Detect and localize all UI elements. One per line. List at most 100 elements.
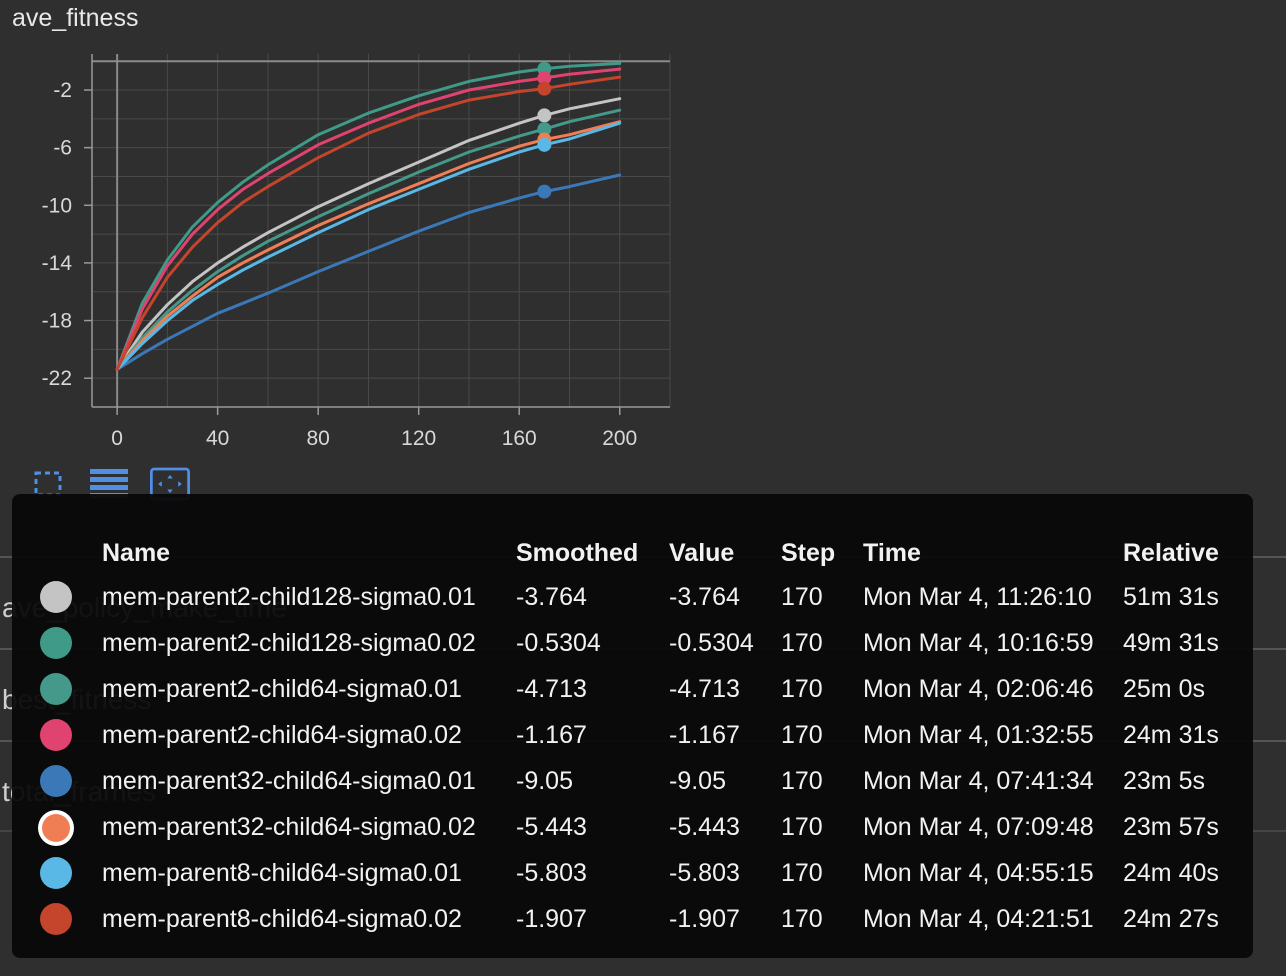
run-time: Mon Mar 4, 04:55:15	[863, 858, 1094, 887]
x-tick-label: 0	[111, 427, 123, 450]
series-line-4	[115, 173, 622, 371]
header-relative: Relative	[1123, 538, 1219, 567]
header-step: Step	[781, 538, 836, 567]
run-color-cell	[32, 574, 102, 620]
run-smoothed: -1.167	[516, 720, 587, 749]
table-row: mem-parent2-child128-sigma0.02 -0.5304 -0.…	[32, 620, 1253, 666]
x-tick-label: 80	[306, 427, 329, 450]
series-line-6	[115, 121, 622, 371]
run-step: 170	[781, 674, 823, 703]
run-name: mem-parent8-child64-sigma0.01	[102, 858, 462, 887]
run-time: Mon Mar 4, 11:26:10	[863, 582, 1092, 611]
table-row: mem-parent2-child64-sigma0.01 -4.713 -4.71…	[32, 666, 1253, 712]
run-value: -9.05	[669, 766, 726, 795]
run-name: mem-parent2-child128-sigma0.01	[102, 582, 476, 611]
y-tick-label: -10	[42, 194, 72, 217]
header-value: Value	[669, 538, 735, 567]
run-color-swatch	[40, 627, 72, 659]
series-point-2	[537, 122, 552, 137]
chart-tooltip: Name Smoothed Value Step Time Relative m…	[12, 494, 1253, 958]
run-smoothed: -5.803	[516, 858, 587, 887]
run-smoothed: -5.443	[516, 812, 587, 841]
run-smoothed: -9.05	[516, 766, 573, 795]
run-time: Mon Mar 4, 07:09:48	[863, 812, 1094, 841]
table-row: mem-parent8-child64-sigma0.02 -1.907 -1.90…	[32, 896, 1253, 942]
header-time: Time	[863, 538, 921, 567]
series-line-2	[115, 108, 622, 371]
run-color-swatch	[42, 813, 70, 842]
run-color-swatch	[40, 673, 72, 705]
series-point-6	[537, 137, 552, 152]
run-color-swatch	[40, 857, 72, 889]
ave-fitness-chart[interactable]: 0 40 80 120 160 200 -2 -6 -10 -14 -18 -22	[0, 40, 700, 460]
run-name: mem-parent8-child64-sigma0.02	[102, 904, 462, 933]
run-color-swatch	[40, 903, 72, 935]
series-point-0	[537, 108, 552, 123]
run-value: -4.713	[669, 674, 740, 703]
run-step: 170	[781, 582, 823, 611]
header-name: Name	[102, 538, 171, 567]
series-line-3	[115, 67, 622, 371]
run-value: -5.803	[669, 858, 740, 887]
run-relative: 51m 31s	[1123, 582, 1219, 611]
run-relative: 24m 27s	[1123, 904, 1219, 933]
y-tick-label: -18	[42, 310, 72, 333]
run-step: 170	[781, 766, 823, 795]
table-row: mem-parent32-child64-sigma0.02 -5.443 -5.4…	[32, 804, 1253, 850]
y-tick-label: -6	[53, 137, 72, 160]
run-smoothed: -1.907	[516, 904, 587, 933]
run-color-swatch	[40, 581, 72, 613]
y-tick-label: -2	[53, 79, 72, 102]
run-color-swatch	[40, 719, 72, 751]
run-relative: 24m 31s	[1123, 720, 1219, 749]
run-color-cell	[32, 758, 102, 804]
run-time: Mon Mar 4, 01:32:55	[863, 720, 1094, 749]
run-name: mem-parent2-child64-sigma0.02	[102, 720, 462, 749]
run-time: Mon Mar 4, 10:16:59	[863, 628, 1094, 657]
run-value: -5.443	[669, 812, 740, 841]
table-row: mem-parent2-child128-sigma0.01 -3.764 -3.7…	[32, 574, 1253, 620]
run-value: -3.764	[669, 582, 740, 611]
run-relative: 23m 57s	[1123, 812, 1219, 841]
series-line-0	[115, 97, 622, 371]
run-color-cell	[32, 804, 102, 850]
table-row: mem-parent32-child64-sigma0.01 -9.05 -9.05…	[32, 758, 1253, 804]
run-value: -0.5304	[669, 628, 754, 657]
run-name: mem-parent32-child64-sigma0.01	[102, 766, 476, 795]
table-row: mem-parent8-child64-sigma0.01 -5.803 -5.80…	[32, 850, 1253, 896]
run-name: mem-parent32-child64-sigma0.02	[102, 812, 476, 841]
run-step: 170	[781, 812, 823, 841]
y-tick-label: -14	[42, 252, 73, 275]
run-color-cell	[32, 850, 102, 896]
run-relative: 49m 31s	[1123, 628, 1219, 657]
run-time: Mon Mar 4, 04:21:51	[863, 904, 1094, 933]
run-relative: 24m 40s	[1123, 858, 1219, 887]
run-value: -1.167	[669, 720, 740, 749]
run-smoothed: -3.764	[516, 582, 587, 611]
series-point-3	[537, 71, 552, 86]
series-line-7	[115, 75, 622, 371]
run-color-cell	[32, 896, 102, 942]
run-relative: 25m 0s	[1123, 674, 1205, 703]
run-color-cell	[32, 666, 102, 712]
series-point-4	[537, 184, 552, 199]
table-header-row: Name Smoothed Value Step Time Relative	[32, 532, 1253, 574]
chart-title: ave_fitness	[12, 4, 139, 32]
y-tick-label: -22	[42, 367, 72, 390]
series-point-7	[537, 81, 552, 96]
header-color	[32, 532, 102, 574]
x-tick-label: 120	[401, 427, 436, 450]
run-step: 170	[781, 904, 823, 933]
run-step: 170	[781, 628, 823, 657]
run-smoothed: -0.5304	[516, 628, 601, 657]
x-tick-label: 40	[206, 427, 229, 450]
x-tick-label: 160	[502, 427, 537, 450]
series-line-1	[115, 61, 622, 371]
run-name: mem-parent2-child128-sigma0.02	[102, 628, 476, 657]
header-smoothed: Smoothed	[516, 538, 639, 567]
run-relative: 23m 5s	[1123, 766, 1205, 795]
run-name: mem-parent2-child64-sigma0.01	[102, 674, 462, 703]
x-tick-label: 200	[602, 427, 637, 450]
run-time: Mon Mar 4, 02:06:46	[863, 674, 1094, 703]
run-color-cell	[32, 712, 102, 758]
